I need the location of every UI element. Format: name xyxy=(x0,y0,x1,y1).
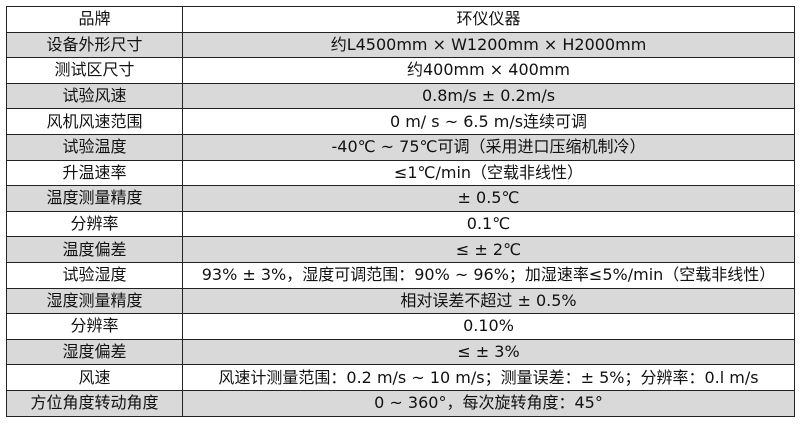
table-row: 品牌 环仪仪器 xyxy=(6,6,795,33)
spec-value: ≤1℃/min（空载非线性） xyxy=(182,159,795,187)
table-row: 方位角度转动角度 0 ~ 360°，每次旋转角度：45° xyxy=(6,389,795,417)
spec-value: ≤ ± 3% xyxy=(182,338,795,366)
spec-label: 升温速率 xyxy=(6,159,183,187)
table-row: 温度偏差 ≤ ± 2℃ xyxy=(6,236,795,263)
spec-value: 0 m/ s ~ 6.5 m/s连续可调 xyxy=(182,108,795,135)
spec-value: 93% ± 3%，湿度可调范围：90% ~ 96%；加湿速率≤5%/min（空载… xyxy=(182,261,795,289)
spec-label: 品牌 xyxy=(6,6,183,33)
spec-value: ≤ ± 2℃ xyxy=(182,236,795,263)
spec-value: 0.10% xyxy=(182,313,795,340)
spec-value: 相对误差不超过 ± 0.5% xyxy=(182,287,795,315)
spec-label: 风机风速范围 xyxy=(6,108,183,135)
spec-value: 约400mm × 400mm xyxy=(182,57,795,84)
spec-label: 温度偏差 xyxy=(6,236,183,263)
spec-value: 环仪仪器 xyxy=(182,6,795,33)
table-row: 湿度测量精度 相对误差不超过 ± 0.5% xyxy=(6,287,795,315)
spec-value: 0.1℃ xyxy=(182,210,795,238)
table-row: 试验湿度 93% ± 3%，湿度可调范围：90% ~ 96%；加湿速率≤5%/mi… xyxy=(6,261,795,289)
table-row: 试验风速 0.8m/s ± 0.2m/s xyxy=(6,82,795,110)
spec-label: 设备外形尺寸 xyxy=(6,31,183,59)
table-row: 湿度偏差 ≤ ± 3% xyxy=(6,338,795,366)
spec-label: 试验风速 xyxy=(6,82,183,110)
table-row: 风速 风速计测量范围：0.2 m/s ~ 10 m/s；测量误差：± 5%；分辨率… xyxy=(6,364,795,391)
spec-value: ± 0.5℃ xyxy=(182,185,795,212)
spec-label: 分辨率 xyxy=(6,210,183,238)
spec-label: 湿度测量精度 xyxy=(6,287,183,315)
table-row: 设备外形尺寸 约L4500mm × W1200mm × H2000mm xyxy=(6,31,795,59)
spec-value: 约L4500mm × W1200mm × H2000mm xyxy=(182,31,795,59)
spec-value: -40℃ ~ 75℃可调（采用进口压缩机制冷） xyxy=(182,133,795,161)
spec-value: 0 ~ 360°，每次旋转角度：45° xyxy=(182,389,795,417)
spec-label: 温度测量精度 xyxy=(6,185,183,212)
table-row: 温度测量精度 ± 0.5℃ xyxy=(6,185,795,212)
spec-label: 方位角度转动角度 xyxy=(6,389,183,417)
spec-label: 试验湿度 xyxy=(6,261,183,289)
spec-value: 风速计测量范围：0.2 m/s ~ 10 m/s；测量误差：± 5%；分辨率：0… xyxy=(182,364,795,391)
spec-value: 0.8m/s ± 0.2m/s xyxy=(182,82,795,110)
table-row: 风机风速范围 0 m/ s ~ 6.5 m/s连续可调 xyxy=(6,108,795,135)
spec-label: 分辨率 xyxy=(6,313,183,340)
table-row: 分辨率 0.1℃ xyxy=(6,210,795,238)
spec-label: 湿度偏差 xyxy=(6,338,183,366)
spec-label: 试验温度 xyxy=(6,133,183,161)
spec-table: 品牌 环仪仪器 设备外形尺寸 约L4500mm × W1200mm × H2000mm… xyxy=(6,6,795,417)
table-row: 试验温度 -40℃ ~ 75℃可调（采用进口压缩机制冷） xyxy=(6,133,795,161)
table-row: 升温速率 ≤1℃/min（空载非线性） xyxy=(6,159,795,187)
table-row: 测试区尺寸 约400mm × 400mm xyxy=(6,57,795,84)
table-row: 分辨率 0.10% xyxy=(6,313,795,340)
spec-label: 风速 xyxy=(6,364,183,391)
spec-label: 测试区尺寸 xyxy=(6,57,183,84)
